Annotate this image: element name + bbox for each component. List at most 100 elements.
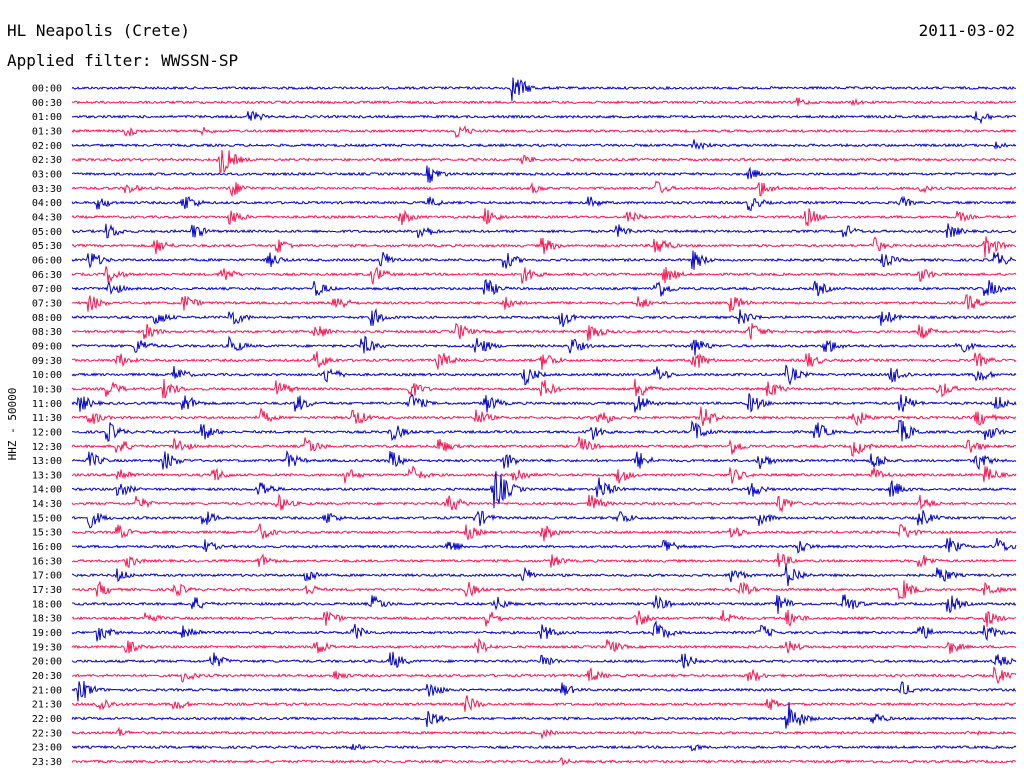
- trace-0230: [71, 149, 1017, 174]
- row-time-label: 10:00: [32, 370, 62, 381]
- channel-axis-label: HHZ - 50000: [6, 388, 19, 461]
- row-time-label: 19:30: [32, 642, 62, 653]
- trace-1130: [71, 406, 1017, 427]
- row-time-label: 05:00: [32, 227, 62, 238]
- trace-2000: [71, 651, 1017, 669]
- row-time-label: 18:00: [32, 599, 62, 610]
- trace-0800: [71, 307, 1017, 327]
- row-time-label: 06:00: [32, 255, 62, 266]
- row-time-label: 18:30: [32, 614, 62, 625]
- trace-0900: [71, 335, 1017, 356]
- row-time-label: 17:00: [32, 571, 62, 582]
- trace-2230: [71, 726, 1017, 740]
- trace-1700: [71, 564, 1017, 587]
- trace-1500: [71, 510, 1017, 529]
- trace-2100: [71, 680, 1017, 702]
- trace-0130: [71, 125, 1017, 139]
- row-time-label: 23:30: [32, 757, 62, 768]
- row-time-label: 17:30: [32, 585, 62, 596]
- row-time-label: 16:30: [32, 556, 62, 567]
- trace-0530: [71, 236, 1017, 258]
- station-title: HL Neapolis (Crete): [7, 21, 190, 40]
- row-time-label: 19:00: [32, 628, 62, 639]
- row-time-label: 06:30: [32, 270, 62, 281]
- row-time-label: 05:30: [32, 241, 62, 252]
- record-date: 2011-03-02: [919, 21, 1015, 40]
- trace-1300: [71, 449, 1017, 471]
- row-time-label: 03:30: [32, 184, 62, 195]
- trace-0400: [71, 195, 1017, 211]
- trace-1000: [71, 364, 1017, 386]
- row-time-label: 13:00: [32, 456, 62, 467]
- trace-1400: [71, 471, 1017, 509]
- row-time-label: 04:30: [32, 212, 62, 223]
- trace-2330: [71, 757, 1017, 767]
- row-time-label: 21:30: [32, 700, 62, 711]
- row-time-label: 14:30: [32, 499, 62, 510]
- row-time-label: 09:30: [32, 356, 62, 367]
- row-time-label: 08:00: [32, 313, 62, 324]
- trace-0830: [71, 322, 1017, 341]
- trace-1030: [71, 378, 1017, 399]
- row-time-label: 10:30: [32, 384, 62, 395]
- trace-0430: [71, 208, 1017, 227]
- row-time-label: 03:00: [32, 169, 62, 180]
- row-time-label: 11:30: [32, 413, 62, 424]
- trace-0500: [71, 223, 1017, 239]
- row-time-label: 22:00: [32, 714, 62, 725]
- trace-1730: [71, 580, 1017, 600]
- trace-0000: [71, 77, 1017, 101]
- row-time-label: 15:00: [32, 513, 62, 524]
- row-time-label: 02:00: [32, 141, 62, 152]
- row-time-label: 07:00: [32, 284, 62, 295]
- row-time-label: 14:00: [32, 485, 62, 496]
- trace-2130: [71, 695, 1017, 712]
- row-time-label: 08:30: [32, 327, 62, 338]
- row-time-label: 20:00: [32, 657, 62, 668]
- filter-label: Applied filter: WWSSN-SP: [7, 51, 238, 70]
- trace-1530: [71, 523, 1017, 542]
- trace-0700: [71, 278, 1017, 297]
- trace-0100: [71, 110, 1017, 125]
- row-time-label: 16:00: [32, 542, 62, 553]
- row-time-label: 22:30: [32, 728, 62, 739]
- row-time-label: 21:00: [32, 685, 62, 696]
- trace-1630: [71, 552, 1017, 568]
- row-time-label: 23:00: [32, 743, 62, 754]
- row-time-label: 01:30: [32, 126, 62, 137]
- trace-1830: [71, 609, 1017, 628]
- trace-0300: [71, 165, 1017, 183]
- row-time-label: 13:30: [32, 470, 62, 481]
- trace-1600: [72, 537, 1017, 554]
- trace-1800: [71, 594, 1017, 614]
- trace-1100: [71, 393, 1017, 413]
- trace-1900: [71, 620, 1017, 642]
- trace-2300: [71, 743, 1017, 752]
- trace-0330: [71, 180, 1017, 198]
- row-time-label: 12:30: [32, 442, 62, 453]
- row-time-label: 00:00: [32, 84, 62, 95]
- row-time-label: 12:00: [32, 427, 62, 438]
- trace-1200: [71, 419, 1017, 442]
- trace-2030: [71, 666, 1017, 685]
- row-time-label: 20:30: [32, 671, 62, 682]
- row-time-label: 02:30: [32, 155, 62, 166]
- trace-0030: [71, 97, 1016, 107]
- trace-rows: 00:00 00:30 01:00 01:30 02:00 02:30 03:00 03:30…: [32, 77, 1017, 768]
- trace-1430: [71, 493, 1017, 514]
- row-time-label: 09:00: [32, 341, 62, 352]
- trace-0630: [71, 266, 1017, 285]
- row-time-label: 04:00: [32, 198, 62, 209]
- trace-0200: [71, 139, 1017, 151]
- trace-1230: [71, 436, 1017, 457]
- trace-0930: [71, 351, 1017, 370]
- row-time-label: 11:00: [32, 399, 62, 410]
- row-time-label: 07:30: [32, 298, 62, 309]
- trace-0730: [71, 294, 1017, 312]
- trace-0600: [71, 250, 1017, 270]
- row-time-label: 00:30: [32, 98, 62, 109]
- trace-2200: [71, 702, 1017, 729]
- trace-1330: [71, 465, 1017, 484]
- trace-1930: [71, 637, 1017, 654]
